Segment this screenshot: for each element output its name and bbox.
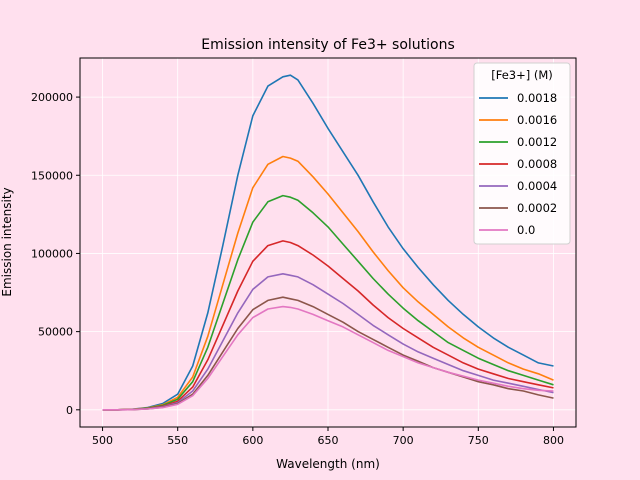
y-tick-label: 150000 — [31, 169, 73, 182]
legend-label: 0.0016 — [517, 113, 557, 127]
legend-label: 0.0012 — [517, 135, 557, 149]
y-tick-label: 100000 — [31, 247, 73, 260]
legend-box — [473, 62, 571, 245]
series-line-0 — [102, 74, 554, 411]
legend-title: [Fe3+] (M) — [491, 68, 553, 82]
x-tick-label: 750 — [468, 434, 489, 447]
x-tick-label: 700 — [393, 434, 414, 447]
x-tick-label: 600 — [242, 434, 263, 447]
x-tick-label: 550 — [167, 434, 188, 447]
legend-label: 0.0002 — [517, 201, 557, 215]
legend-label: 0.0018 — [517, 91, 557, 105]
series-lines — [102, 74, 554, 411]
legend-label: 0.0004 — [517, 179, 557, 193]
x-axis-label: Wavelength (nm) — [276, 457, 380, 471]
legend-items: 0.0018 0.0016 0.0012 0.0008 0.0004 0.0002 0.0 — [479, 91, 557, 237]
legend-label: 0.0 — [517, 223, 535, 237]
y-tick-label: 0 — [66, 404, 73, 417]
x-tick-label: 650 — [318, 434, 339, 447]
y-tick-label: 200000 — [31, 91, 73, 104]
series-line-3 — [102, 240, 554, 411]
x-tick-label: 800 — [543, 434, 564, 447]
y-axis: 0 50000 100000 150000 200000 — [31, 91, 80, 417]
y-axis-label: Emission intensity — [0, 187, 14, 296]
legend: [Fe3+] (M) 0.0018 0.0016 0.0012 0.0008 0.000… — [473, 62, 571, 245]
series-line-2 — [102, 194, 554, 411]
series-line-6 — [102, 305, 554, 411]
series-line-4 — [102, 272, 554, 411]
x-axis: 500 550 600 650 700 750 800 — [92, 427, 564, 447]
series-line-1 — [102, 155, 554, 411]
legend-label: 0.0008 — [517, 157, 557, 171]
chart-title: Emission intensity of Fe3+ solutions — [201, 37, 455, 53]
x-tick-label: 500 — [92, 434, 113, 447]
y-tick-label: 50000 — [38, 326, 73, 339]
